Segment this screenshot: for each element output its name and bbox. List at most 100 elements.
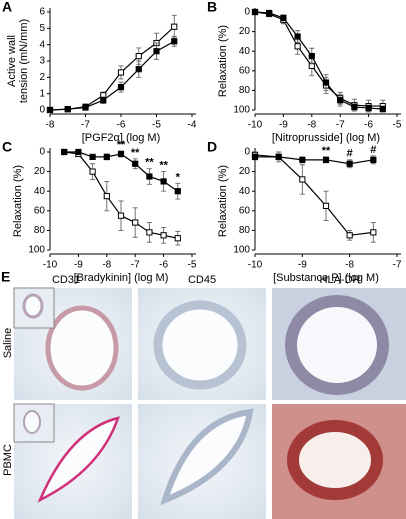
y-tick-label: 80: [239, 225, 251, 236]
marker: [117, 212, 125, 219]
x-tick-label: -10: [248, 260, 263, 271]
marker: [146, 173, 153, 180]
vessel: [287, 420, 383, 500]
series-line: [255, 156, 374, 165]
y-axis-label: Relaxation (%): [217, 165, 229, 237]
y-tick-label: 80: [34, 225, 46, 236]
row-label: Saline: [2, 328, 14, 359]
marker: [117, 84, 125, 91]
column-label: HLA-DR: [320, 274, 361, 286]
marker: [135, 66, 142, 73]
y-tick-label: 60: [239, 65, 251, 76]
panel-letter: A: [2, 0, 12, 15]
row-label: PBMC: [2, 444, 14, 476]
x-tick-label: -7: [81, 120, 90, 131]
marker: [299, 176, 306, 183]
x-tick-label: -6: [159, 260, 168, 271]
inset-vessel: [23, 410, 41, 434]
series-line: [254, 11, 383, 110]
y-tick-label: 40: [34, 186, 46, 197]
y-tick-label: 6: [39, 7, 45, 18]
column-label: CD31: [52, 274, 80, 286]
y-tick-label: 2: [39, 72, 45, 83]
panel-letter: C: [2, 139, 12, 155]
y-tick-label: 20: [34, 166, 46, 177]
marker: [346, 160, 353, 167]
x-tick-label: -7: [393, 260, 402, 271]
x-tick-label: -10: [43, 260, 58, 271]
marker: [89, 168, 96, 175]
inset-vessel: [22, 293, 44, 319]
y-tick-label: 60: [34, 205, 46, 216]
panel-letter: E: [1, 269, 10, 285]
significance-marker: #: [347, 148, 353, 160]
y-tick-label: 100: [233, 245, 250, 256]
marker: [61, 148, 68, 156]
y-tick-label: 100: [28, 245, 45, 256]
y-tick-label: 0: [39, 105, 45, 116]
vessel: [37, 416, 120, 503]
vessel: [160, 408, 254, 506]
significance-marker: **: [145, 157, 154, 169]
marker: [160, 178, 167, 185]
significance-marker: #: [370, 144, 376, 156]
marker: [117, 150, 125, 158]
series-line: [254, 154, 374, 236]
x-tick-label: -5: [188, 260, 197, 271]
x-tick-label: -10: [248, 120, 263, 131]
x-tick-label: -6: [364, 120, 373, 131]
y-tick-label: 0: [244, 147, 250, 158]
marker: [89, 153, 96, 161]
x-tick-label: -9: [279, 120, 288, 131]
x-tick-label: -9: [74, 260, 83, 271]
marker: [171, 23, 178, 30]
marker: [299, 156, 306, 163]
vessel: [45, 305, 119, 391]
marker: [294, 43, 301, 50]
marker: [153, 48, 160, 55]
marker: [308, 53, 315, 60]
y-tick-label: 40: [239, 186, 251, 197]
series-line: [254, 11, 383, 107]
marker: [160, 232, 167, 239]
marker: [171, 38, 178, 45]
x-tick-label: -8: [102, 260, 111, 271]
x-tick-label: -8: [46, 120, 55, 131]
series-line: [49, 26, 175, 111]
x-tick-label: -7: [131, 260, 140, 271]
marker: [46, 106, 54, 114]
marker: [132, 160, 139, 167]
marker: [322, 156, 330, 163]
y-tick-label: 20: [239, 26, 251, 37]
x-tick-label: -9: [298, 260, 307, 271]
marker: [135, 53, 142, 60]
x-tick-label: -7: [336, 120, 345, 131]
y-tick-label: 40: [239, 46, 251, 57]
x-tick-label: -4: [188, 120, 197, 131]
marker: [146, 229, 153, 236]
x-tick-label: -5: [152, 120, 161, 131]
marker: [103, 153, 110, 161]
y-tick-label: 4: [39, 39, 45, 50]
marker: [117, 69, 125, 76]
y-axis-label: Relaxation (%): [217, 25, 229, 97]
marker: [75, 148, 82, 156]
significance-marker: **: [117, 139, 126, 151]
y-tick-label: 3: [39, 56, 45, 67]
marker: [346, 232, 353, 239]
marker: [351, 103, 358, 111]
y-tick-label: 100: [233, 105, 250, 116]
x-axis-label: [Bradykinin] (log M): [74, 272, 169, 284]
marker: [132, 219, 139, 226]
marker: [280, 14, 287, 21]
marker: [294, 33, 301, 40]
panel-e: E CD31 CD45 HLA-DR Saline PBMC: [1, 269, 406, 519]
marker: [275, 153, 282, 161]
marker: [322, 202, 330, 210]
x-tick-label: -5: [393, 120, 402, 131]
y-axis-label: Relaxation (%): [12, 165, 24, 237]
x-tick-label: -6: [117, 120, 126, 131]
column-label: CD45: [188, 274, 216, 286]
